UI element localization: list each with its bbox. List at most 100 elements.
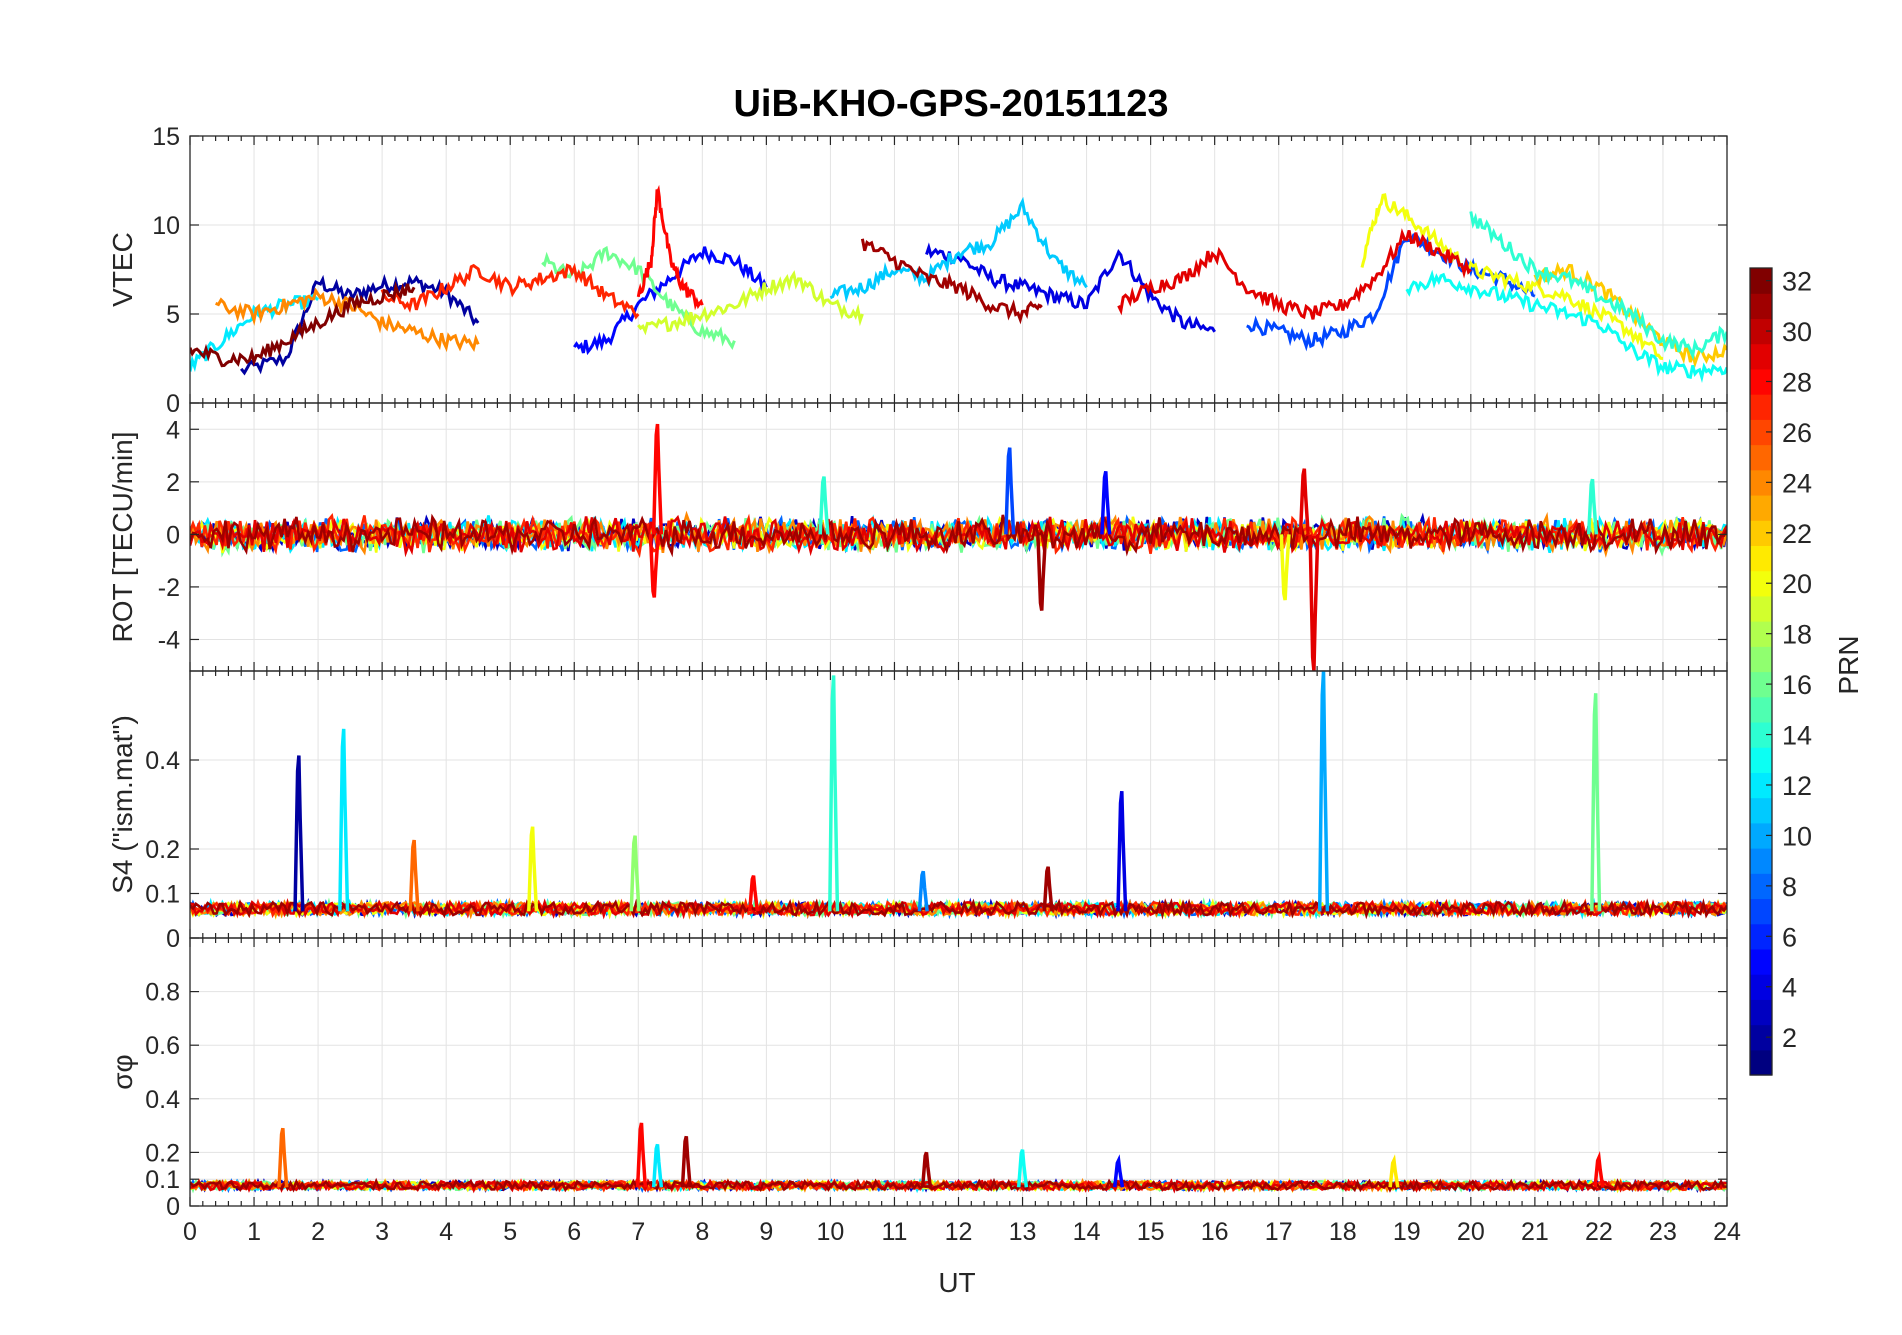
colorbar-swatch-prn-31 (1750, 293, 1772, 320)
data-layer (190, 1122, 1727, 1194)
vtec-series-prn-28 (636, 184, 704, 311)
x-tick-label: 16 (1201, 1218, 1229, 1246)
colorbar-tick-label: 6 (1782, 922, 1797, 952)
data-layer (190, 671, 1727, 921)
x-tick-label: 7 (631, 1218, 645, 1246)
y-tick-label: 0.1 (145, 1166, 180, 1194)
colorbar-swatch-prn-26 (1750, 419, 1772, 446)
colorbar-label: PRN (1833, 635, 1864, 694)
colorbar-tick-label: 2 (1782, 1023, 1797, 1053)
colorbar-swatch-prn-9 (1750, 848, 1772, 874)
colorbar-tick-label: 26 (1782, 418, 1812, 448)
vtec-series-prn-32 (190, 281, 416, 368)
colorbar-swatch-prn-14 (1750, 721, 1772, 748)
spike-prn-12 (338, 728, 350, 912)
spike-prn-20 (1279, 534, 1291, 601)
colorbar-tick-label: 24 (1782, 468, 1812, 498)
spike-prn-21 (1388, 1154, 1400, 1188)
colorbar-swatch-prn-2 (1750, 1024, 1772, 1051)
spike-prn-17 (629, 835, 641, 912)
spike-prn-20 (527, 826, 539, 912)
colorbar-frame (1749, 267, 1773, 1076)
vtec-series-prn-19 (637, 270, 864, 336)
colorbar-swatch-prn-3 (1750, 999, 1772, 1026)
vtec-series-prn-13 (1405, 269, 1727, 384)
spike-prn-31 (1042, 866, 1054, 912)
colorbar-tick-label: 30 (1782, 317, 1812, 347)
spike-prn-16 (1590, 693, 1602, 912)
spike-prn-28 (635, 1122, 648, 1188)
x-tick-label: 24 (1713, 1218, 1741, 1246)
colorbar-tick-label: 4 (1782, 973, 1797, 1003)
colorbar-swatch-prn-12 (1750, 772, 1772, 799)
y-tick-label: 0.4 (145, 747, 180, 775)
colorbar-swatch-prn-25 (1750, 444, 1772, 471)
colorbar-swatch-prn-17 (1750, 646, 1772, 673)
y-axis-label: ROT [TECU/min] (107, 431, 138, 642)
y-tick-label: 0.6 (145, 1032, 180, 1060)
colorbar-swatch-prn-24 (1750, 469, 1772, 496)
vtec-series-prn-22 (1533, 261, 1727, 369)
vtec-series-prn-7 (1246, 232, 1536, 352)
colorbar-swatch-prn-15 (1750, 696, 1772, 723)
spike-prn-31 (680, 1135, 692, 1188)
colorbar-swatch-prn-22 (1750, 520, 1772, 547)
colorbar-swatch-prn-8 (1750, 873, 1772, 900)
vtec-series-prn-5 (573, 246, 768, 356)
y-tick-label: 0 (166, 925, 180, 953)
x-ticks (189, 938, 1728, 1206)
colorbar-swatch-prn-28 (1750, 368, 1772, 395)
vtec-series-prn-27 (380, 262, 640, 320)
spike-prn-5 (1100, 470, 1112, 535)
x-ticks (189, 403, 1728, 671)
x-tick-label: 21 (1521, 1218, 1549, 1246)
y-axis-label: σφ (107, 1054, 138, 1089)
grid (189, 135, 1728, 404)
x-tick-label: 3 (375, 1218, 389, 1246)
x-axis-label: UT (938, 1267, 975, 1298)
colorbar-swatch-prn-27 (1750, 394, 1772, 420)
colorbar-swatch-prn-6 (1750, 923, 1772, 950)
colorbar-swatch-prn-21 (1750, 545, 1772, 572)
x-tick-label: 4 (439, 1218, 453, 1246)
spike-prn-31 (1036, 534, 1048, 611)
colorbar-swatch-prn-4 (1750, 974, 1772, 1000)
vtec-series-prn-24 (215, 287, 480, 353)
spike-prn-4 (1116, 790, 1128, 912)
y-axis-label: VTEC (107, 232, 138, 307)
vtec-series-prn-12 (190, 293, 320, 373)
x-ticks (189, 671, 1728, 938)
spike-prn-12 (651, 1143, 664, 1188)
colorbar-tick-label: 22 (1782, 519, 1812, 549)
colorbar-swatch-prn-1 (1750, 1049, 1772, 1076)
colorbar-swatch-prn-32 (1750, 268, 1772, 294)
colorbar-swatch-prn-29 (1750, 343, 1772, 370)
x-tick-label: 1 (247, 1218, 261, 1246)
y-tick-label: 10 (152, 212, 180, 240)
spike-prn-5 (1113, 1154, 1125, 1188)
vtec-series-prn-4 (925, 242, 1216, 333)
panel-4: 00.10.2 0.4 0.6 0.8 σφ (107, 937, 1728, 1221)
y-tick-label: 0.2 (145, 836, 180, 864)
y-tick-label: -4 (158, 626, 180, 654)
y-tick-label: 4 (166, 416, 180, 444)
colorbar-tick-label: 16 (1782, 670, 1812, 700)
x-tick-label: 9 (759, 1218, 773, 1246)
panel-1: 0 5 10 15 VTEC (107, 123, 1728, 418)
vtec-series-prn-29 (1117, 228, 1472, 320)
x-tick-label: 22 (1585, 1218, 1613, 1246)
noise-trace-prn-29 (190, 897, 1727, 920)
x-tick-label: 6 (567, 1218, 581, 1246)
colorbar-swatch-prn-20 (1750, 570, 1772, 597)
x-tick-label: 18 (1329, 1218, 1357, 1246)
colorbar-tick-label: 20 (1782, 569, 1812, 599)
spike-prn-28 (747, 875, 760, 912)
vtec-series-prn-11 (829, 196, 1088, 304)
colorbar-swatch-prn-5 (1750, 948, 1772, 975)
x-tick-label: 0 (183, 1218, 197, 1246)
colorbar-swatch-prn-13 (1750, 747, 1772, 773)
y-tick-label: 15 (152, 123, 180, 151)
y-tick-label: 0 (166, 1193, 180, 1221)
